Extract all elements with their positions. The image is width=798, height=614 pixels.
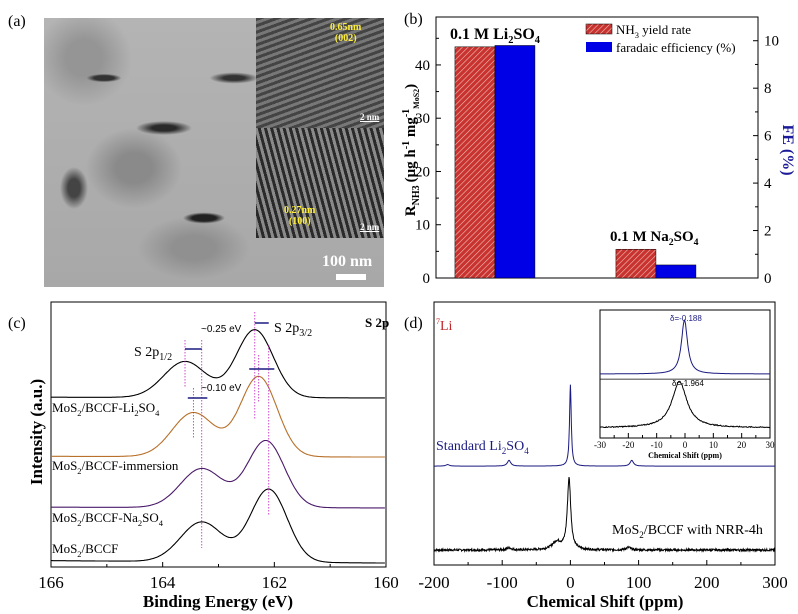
bar-nh3-yield — [454, 46, 496, 279]
spacing-label-bottom: 0.27nm (100) — [284, 205, 315, 227]
x-d-tick-label: -200 — [418, 573, 449, 592]
y-axis-title-left: RNH3(μg h-1 mg-1MoS2) — [401, 84, 422, 216]
y-tick-label: 20 — [415, 164, 430, 180]
x-d-tick-label: 0 — [566, 573, 575, 592]
scale-bar — [336, 274, 366, 280]
plot-frame-b — [435, 16, 759, 279]
inset-peak-label: δ=-0.188 — [670, 314, 702, 323]
spacing-value: 0.27nm — [284, 205, 316, 216]
shift-annotation: ~0.25 eV — [201, 324, 242, 335]
category-label-li: 0.1 M Li2SO4 — [450, 26, 540, 46]
series-label: MoS2/BCCF — [52, 541, 118, 559]
bar-nh3-yield — [615, 248, 657, 279]
bar-faradaic-efficiency — [494, 45, 536, 279]
x-c-tick-label: 162 — [262, 573, 288, 592]
spacing-label-top: 0.65nm (002) — [330, 22, 361, 44]
category-label-na: 0.1 M Na2SO4 — [610, 229, 699, 248]
series-label: MoS2/BCCF-immersion — [52, 458, 179, 476]
panel-label-a: (a) — [8, 13, 26, 30]
plot-frame-c — [50, 301, 387, 568]
x-d-tick-label: 300 — [762, 573, 788, 592]
x-d-tick-label: -100 — [487, 573, 518, 592]
y-right-tick-label: 4 — [764, 176, 772, 192]
x-c-tick-label: 160 — [373, 573, 399, 592]
series-label: MoS2/BCCF-Li2SO4 — [52, 400, 160, 418]
inset-x-tick-label: 10 — [709, 440, 719, 450]
peak-label-s2p32: S 2p3/2 — [274, 321, 312, 339]
hrtem-inset-top — [256, 18, 384, 128]
shift-annotation: ~0.10 eV — [201, 383, 242, 394]
series-label: Standard Li2SO4 — [436, 439, 529, 456]
y-tick-label: 40 — [415, 58, 430, 74]
x-d-tick-label: 100 — [626, 573, 652, 592]
legend-label-yield: NH3 yield rate — [616, 22, 691, 40]
panel-label-b: (b) — [404, 11, 423, 28]
y-right-tick-label: 6 — [764, 129, 772, 145]
series-label: MoS2/BCCF-Na2SO4 — [52, 510, 164, 528]
inset-x-tick-label: 30 — [766, 440, 776, 450]
x-c-tick-label: 164 — [150, 573, 176, 592]
y-axis-title-c: Intensity (a.u.) — [27, 379, 46, 485]
x-d-tick-label: 200 — [694, 573, 720, 592]
x-c-tick-label: 166 — [38, 573, 64, 592]
y-tick-label: 10 — [415, 218, 430, 234]
spacing-value: 0.65nm — [330, 22, 362, 33]
y-right-tick-label: 0 — [764, 271, 772, 287]
scale-bar-label: 2 nm — [360, 112, 380, 122]
panel-label-c: (c) — [8, 315, 26, 332]
inset-spectrum-line — [599, 380, 771, 429]
spectrum-line — [433, 477, 776, 553]
spectrum-line — [51, 439, 385, 509]
inset-x-axis-title: Chemical Shift (ppm) — [648, 451, 722, 460]
plane-label: (100) — [288, 216, 311, 227]
y-tick-label: 30 — [415, 111, 430, 127]
x-axis-title-d: Chemical Shift (ppm) — [527, 592, 684, 611]
x-axis-title-c: Binding Energy (eV) — [143, 592, 293, 611]
series-label: MoS2/BCCF with NRR-4h — [612, 523, 763, 540]
inset-x-tick-label: -30 — [594, 440, 606, 450]
inset-peak-label: δ=-1.964 — [672, 379, 704, 388]
y-right-tick-label: 10 — [764, 34, 779, 50]
y-right-tick-label: 8 — [764, 81, 772, 97]
panel-label-d: (d) — [404, 315, 423, 332]
spectrum-line — [51, 488, 385, 564]
legend-swatch-yield — [585, 23, 613, 35]
hrtem-inset-bottom — [256, 128, 384, 238]
bar-faradaic-efficiency — [655, 264, 697, 279]
spectrum-line — [51, 375, 385, 458]
inset-x-tick-label: 0 — [683, 440, 688, 450]
y-tick-label: 0 — [423, 271, 431, 287]
scale-bar-label: 100 nm — [322, 253, 373, 270]
spectrum-line — [51, 329, 385, 399]
y-right-tick-label: 2 — [764, 224, 772, 240]
inset-x-tick-label: -10 — [651, 440, 663, 450]
legend-swatch-fe — [586, 42, 612, 52]
spectrum-line — [434, 384, 775, 467]
nucleus-label: 7Li — [436, 317, 453, 334]
legend-label-fe: faradaic efficiency (%) — [616, 40, 736, 55]
inset-x-tick-label: 20 — [737, 440, 747, 450]
scale-bar-label: 2 nm — [360, 222, 380, 232]
inset-x-tick-label: -20 — [622, 440, 634, 450]
inset-spectrum-line — [600, 318, 770, 375]
y-axis-title-right: FE (%) — [779, 124, 796, 175]
peak-label-s2p12: S 2p1/2 — [134, 345, 172, 363]
plane-label: (002) — [334, 33, 357, 44]
panel-c-title: S 2p — [365, 315, 389, 330]
